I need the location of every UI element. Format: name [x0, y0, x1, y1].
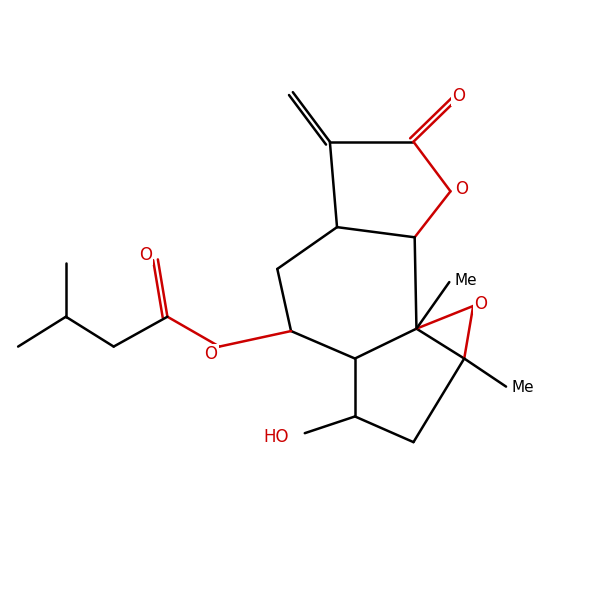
Text: O: O	[474, 295, 487, 313]
Text: O: O	[205, 345, 218, 363]
Text: HO: HO	[263, 428, 289, 446]
Text: Me: Me	[455, 274, 478, 289]
Text: O: O	[139, 245, 152, 263]
Text: Me: Me	[511, 380, 534, 395]
Text: O: O	[452, 88, 466, 106]
Text: O: O	[455, 180, 468, 198]
